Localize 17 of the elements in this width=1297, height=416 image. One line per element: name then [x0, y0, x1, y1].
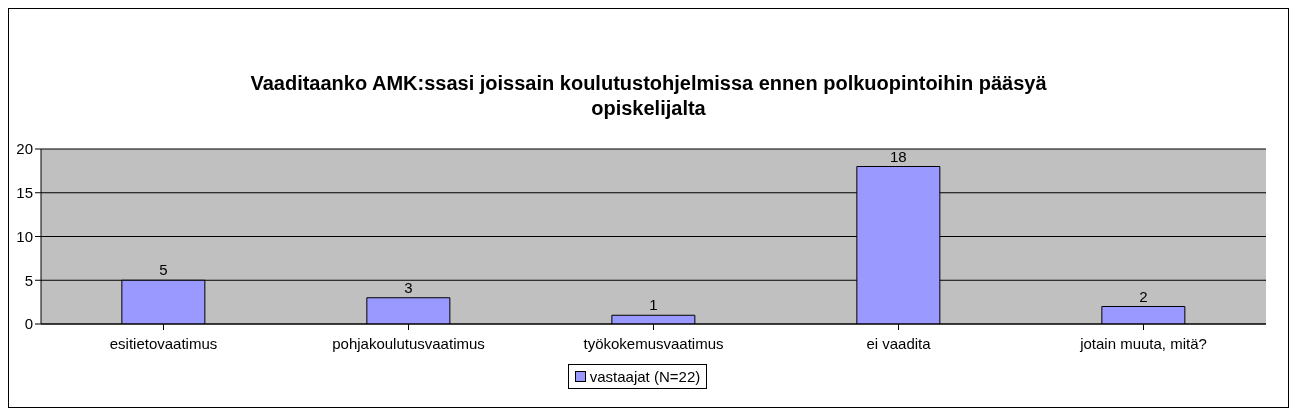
y-tick-label: 15 — [16, 184, 33, 202]
legend-label: vastaajat (N=22) — [589, 368, 701, 385]
y-tick-label: 10 — [16, 227, 33, 245]
x-tick-label: esitietovaatimus — [109, 334, 218, 352]
data-label: 3 — [404, 278, 413, 296]
x-tick-label: ei vaadita — [866, 334, 932, 352]
chart-title: Vaaditaanko AMK:ssasi joissain koulutustohjelmissa ennen polkuopintoihin pääsyä opiskelijalta — [249, 71, 1048, 121]
x-tick-label: jotain muuta, mitä? — [1079, 334, 1207, 352]
x-tick-label: pohjakoulutusvaatimus — [332, 334, 485, 352]
x-tick-label: työkokemusvaatimus — [583, 334, 724, 352]
data-label: 2 — [1139, 287, 1148, 305]
y-tick-label: 5 — [24, 271, 33, 289]
data-label: 5 — [159, 261, 168, 279]
y-tick-label: 20 — [16, 140, 33, 158]
data-label: 1 — [649, 296, 658, 314]
y-tick-label: 0 — [24, 315, 33, 333]
data-label: 18 — [890, 147, 907, 165]
